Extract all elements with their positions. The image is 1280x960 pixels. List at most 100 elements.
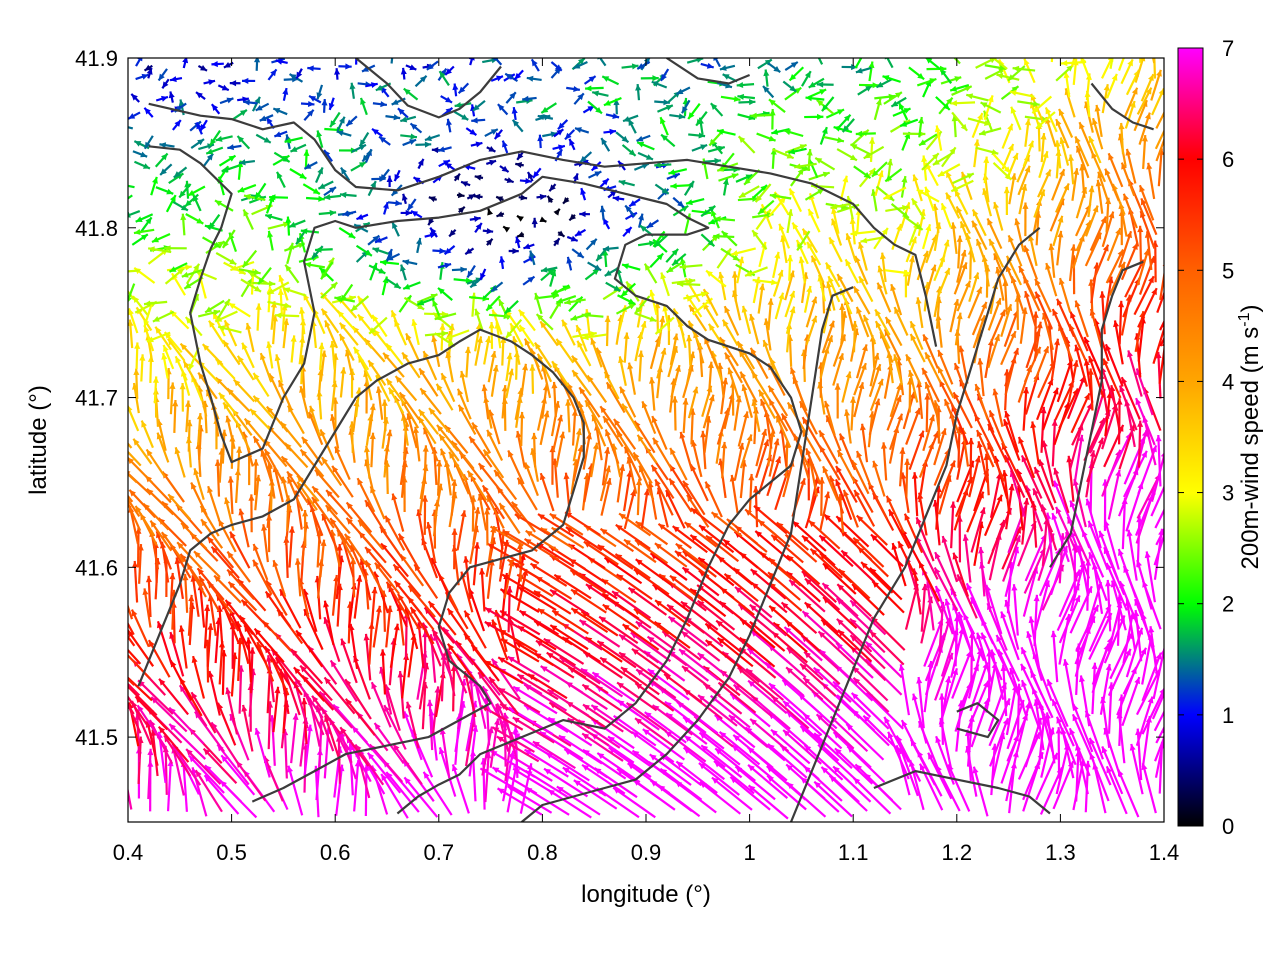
wind-arrow (738, 99, 756, 106)
contour-line (666, 58, 751, 85)
wind-arrow (737, 135, 756, 154)
wind-arrow (493, 469, 518, 501)
wind-arrow (516, 673, 559, 701)
wind-arrow (172, 399, 179, 433)
wind-arrow (1153, 709, 1164, 732)
wind-arrow (813, 732, 853, 769)
wind-arrow (887, 731, 910, 780)
wind-arrow (208, 320, 225, 345)
x-tick-label: 0.7 (424, 840, 455, 865)
wind-arrow (557, 230, 566, 238)
wind-arrow (267, 68, 278, 81)
wind-arrow (625, 702, 668, 733)
wind-arrow (681, 665, 721, 697)
wind-arrow (207, 485, 221, 520)
wind-arrow (543, 767, 589, 798)
wind-arrow (128, 126, 134, 130)
wind-arrow (715, 619, 754, 651)
wind-arrow (463, 556, 472, 600)
wind-arrow (732, 734, 774, 769)
wind-arrow (585, 238, 598, 251)
wind-arrow (1074, 300, 1089, 338)
wind-arrow (128, 194, 133, 200)
wind-arrow (659, 767, 703, 801)
wind-arrow (1071, 713, 1095, 762)
wind-arrow (128, 111, 141, 120)
wind-arrow (1020, 663, 1045, 711)
wind-arrow (424, 134, 441, 142)
colorbar-label-main: 200m-wind speed (m s (1237, 327, 1264, 570)
wind-arrow (311, 695, 342, 735)
wind-arrow (267, 230, 274, 251)
wind-arrow (568, 138, 576, 151)
wind-arrow (472, 507, 481, 545)
wind-arrow (403, 711, 423, 761)
wind-arrow (922, 430, 940, 469)
wind-arrow (375, 386, 384, 420)
wind-arrow (501, 573, 541, 598)
wind-arrow (768, 682, 809, 719)
wind-arrow (564, 129, 576, 141)
wind-arrow (549, 588, 590, 616)
wind-arrow (203, 774, 240, 815)
wind-arrow (220, 754, 256, 796)
wind-arrow (553, 208, 561, 216)
wind-arrow (533, 589, 572, 615)
wind-arrow (785, 666, 824, 701)
wind-arrow (634, 717, 676, 748)
wind-arrow (161, 78, 170, 89)
wind-arrow (965, 93, 989, 102)
wind-arrow (1055, 727, 1062, 779)
wind-arrow (437, 146, 452, 153)
wind-arrow (685, 198, 705, 206)
wind-arrow (570, 588, 607, 614)
wind-arrow (190, 138, 205, 149)
wind-arrow (624, 204, 636, 218)
wind-arrow (498, 687, 541, 714)
wind-arrow (566, 256, 573, 271)
wind-arrow (669, 113, 686, 120)
wind-arrow (252, 372, 270, 398)
wind-arrow (756, 132, 776, 142)
wind-arrow (402, 259, 418, 266)
wind-arrow (599, 405, 623, 437)
wind-arrow (785, 763, 826, 800)
wind-arrow (566, 85, 581, 92)
wind-arrow (654, 183, 670, 195)
wind-arrow (1107, 648, 1132, 697)
wind-arrow (710, 102, 724, 117)
wind-arrow (426, 699, 434, 751)
wind-arrow (132, 150, 148, 158)
wind-arrow (213, 574, 242, 604)
wind-arrow (318, 209, 337, 216)
wind-arrow (678, 648, 720, 681)
wind-arrow (659, 116, 669, 136)
wind-arrow (965, 582, 989, 632)
wind-arrow (665, 712, 708, 745)
wind-arrow (255, 303, 262, 331)
wind-arrow (620, 666, 660, 696)
wind-arrow (295, 68, 303, 80)
wind-arrow (749, 603, 787, 637)
wind-arrow (552, 144, 566, 151)
wind-arrow (167, 493, 192, 521)
wind-arrow (357, 355, 373, 382)
wind-arrow (479, 268, 487, 281)
wind-arrow (798, 256, 807, 284)
wind-arrow (1155, 527, 1164, 546)
wind-arrow (255, 133, 272, 144)
wind-arrow (471, 422, 492, 454)
wind-arrow (1058, 108, 1074, 138)
wind-arrow (962, 534, 972, 583)
wind-arrow (788, 66, 805, 82)
wind-arrow (445, 118, 452, 133)
wind-arrow (185, 213, 204, 225)
wind-arrow (805, 95, 825, 102)
wind-arrow (516, 214, 524, 222)
wind-arrow (319, 539, 327, 578)
wind-arrow (498, 628, 538, 654)
wind-arrow (551, 381, 558, 418)
wind-arrow (953, 58, 961, 65)
wind-arrow (855, 450, 872, 487)
wind-arrow (1122, 193, 1138, 229)
